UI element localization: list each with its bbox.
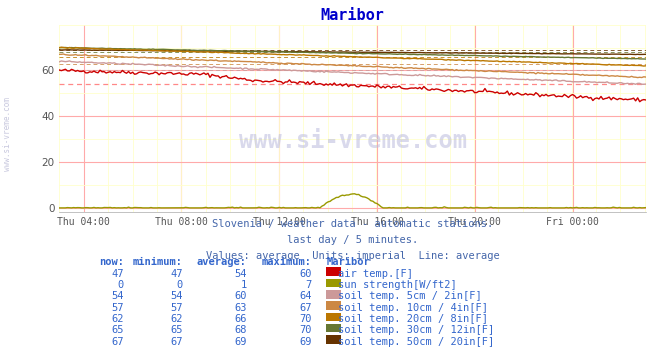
Title: Maribor: Maribor [321,8,384,24]
Bar [326,268,341,276]
Text: Slovenia / weather data - automatic stations.: Slovenia / weather data - automatic stat… [212,219,493,229]
Text: soil temp. 30cm / 12in[F]: soil temp. 30cm / 12in[F] [338,325,494,335]
Text: minimum:: minimum: [132,257,183,268]
Bar [326,324,341,333]
Text: 67: 67 [299,303,312,313]
Text: 60: 60 [235,291,247,301]
Text: soil temp. 5cm / 2in[F]: soil temp. 5cm / 2in[F] [338,291,482,301]
Text: 70: 70 [299,314,312,324]
Bar [326,290,341,298]
Text: 1: 1 [241,280,247,290]
Text: www.si-vreme.com: www.si-vreme.com [3,97,13,171]
Text: 47: 47 [170,269,183,279]
Text: 65: 65 [170,325,183,335]
Text: Maribor: Maribor [326,257,370,268]
Text: www.si-vreme.com: www.si-vreme.com [239,129,467,153]
Text: average:: average: [197,257,247,268]
Text: 68: 68 [235,325,247,335]
Text: soil temp. 50cm / 20in[F]: soil temp. 50cm / 20in[F] [338,337,494,347]
Text: 70: 70 [299,325,312,335]
Text: 69: 69 [299,337,312,347]
Text: 62: 62 [170,314,183,324]
Text: 47: 47 [111,269,124,279]
Text: last day / 5 minutes.: last day / 5 minutes. [287,235,418,245]
Text: 57: 57 [170,303,183,313]
Text: 66: 66 [235,314,247,324]
Text: Values: average  Units: imperial  Line: average: Values: average Units: imperial Line: av… [206,251,500,261]
Text: 64: 64 [299,291,312,301]
Bar [326,279,341,287]
Text: sun strength[W/ft2]: sun strength[W/ft2] [338,280,457,290]
Text: 69: 69 [235,337,247,347]
Bar [326,301,341,310]
Bar [326,335,341,344]
Text: maximum:: maximum: [262,257,312,268]
Text: soil temp. 20cm / 8in[F]: soil temp. 20cm / 8in[F] [338,314,488,324]
Text: 65: 65 [111,325,124,335]
Text: 54: 54 [235,269,247,279]
Bar [326,313,341,321]
Text: 62: 62 [111,314,124,324]
Text: 0: 0 [176,280,183,290]
Text: 60: 60 [299,269,312,279]
Text: 63: 63 [235,303,247,313]
Text: soil temp. 10cm / 4in[F]: soil temp. 10cm / 4in[F] [338,303,488,313]
Text: 54: 54 [170,291,183,301]
Text: 7: 7 [305,280,312,290]
Text: air temp.[F]: air temp.[F] [338,269,413,279]
Text: 54: 54 [111,291,124,301]
Text: 0: 0 [117,280,124,290]
Text: now:: now: [99,257,124,268]
Text: 57: 57 [111,303,124,313]
Text: 67: 67 [170,337,183,347]
Text: 67: 67 [111,337,124,347]
